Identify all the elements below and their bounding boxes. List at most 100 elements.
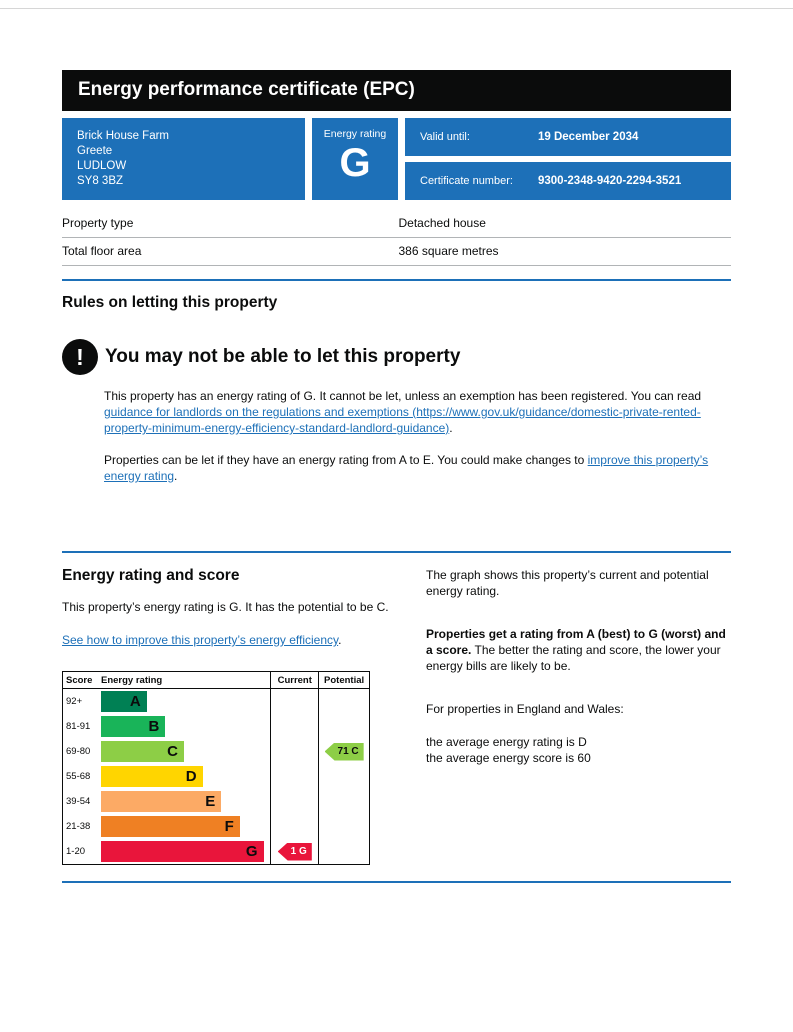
table-row: Property type Detached house [62, 210, 731, 238]
ratings-explainer-rest: The better the rating and score, the low… [426, 643, 721, 673]
england-wales-text: For properties in England and Wales: [426, 702, 624, 716]
chart-band-row-a: 92+ A [63, 689, 369, 714]
energy-rating-box: Energy rating G [312, 118, 398, 200]
page-title: Energy performance certificate (EPC) [62, 70, 731, 111]
floor-area-label: Total floor area [62, 244, 142, 258]
energy-rating-column-header: Energy rating [101, 674, 163, 686]
band-track: G [101, 839, 270, 864]
band-letter: D [185, 768, 197, 785]
potential-marker-cell [318, 789, 369, 814]
potential-marker-cell [318, 714, 369, 739]
band-bar-d: D [101, 766, 203, 787]
potential-marker-cell [318, 839, 369, 864]
band-score-label: 21-38 [66, 821, 91, 832]
energy-rating-value: G [339, 141, 371, 185]
band-letter: B [148, 718, 160, 735]
band-track: B [101, 714, 270, 739]
band-rating-cell: 1-20 G [63, 839, 270, 864]
band-rating-cell: 21-38 F [63, 814, 270, 839]
chart-band-row-f: 21-38 F [63, 814, 369, 839]
band-rating-cell: 55-68 D [63, 764, 270, 789]
chart-band-row-e: 39-54 E [63, 789, 369, 814]
average-score-text: the average energy score is 60 [426, 751, 591, 765]
warning-paragraph-text: . [449, 421, 453, 435]
band-score-label: 81-91 [66, 721, 91, 732]
chart-band-row-g: 1-20 G 1 G [63, 839, 369, 864]
address-line: Greete [77, 145, 113, 157]
landlord-guidance-link[interactable]: guidance for landlords on the regulation… [104, 405, 701, 435]
certificate-summary: Brick House Farm Greete LUDLOW SY8 3BZ E… [62, 118, 731, 200]
current-marker-cell [270, 739, 318, 764]
band-bar-g: G [101, 841, 264, 862]
improve-rating-link[interactable]: improve this property’s energy rating [104, 453, 709, 483]
warning-paragraph-text: This property has an energy rating of G.… [104, 389, 702, 403]
score-column-header: Score [66, 674, 93, 686]
warning-exclamation-icon: ! [62, 339, 98, 375]
current-marker-cell [270, 689, 318, 714]
valid-until-label: Valid until: [420, 131, 470, 143]
certificate-number-box: Certificate number: 9300-2348-9420-2294-… [405, 162, 731, 200]
ratings-explainer-bold: Properties get a rating from A (best) to… [426, 627, 726, 657]
chart-header-rating: Score Energy rating [63, 672, 270, 688]
property-type-label: Property type [62, 216, 134, 230]
band-score-label: 69-80 [66, 746, 91, 757]
current-marker-cell: 1 G [270, 839, 318, 864]
band-score-label: 92+ [66, 696, 83, 707]
band-rating-cell: 92+ A [63, 689, 270, 714]
band-bar-c: C [101, 741, 184, 762]
warning-paragraph-text: . [174, 469, 178, 483]
band-bar-e: E [101, 791, 222, 812]
letting-warning: ! You may not be able to let this proper… [62, 339, 731, 484]
address-line: Brick House Farm [77, 130, 170, 142]
rating-arrow-g: 1 G [277, 842, 312, 861]
rating-right-column: The graph shows this property’s current … [426, 567, 731, 865]
current-marker-cell [270, 764, 318, 789]
warning-paragraph: Properties can be let if they have an en… [104, 452, 729, 484]
chart-band-row-d: 55-68 D [63, 764, 369, 789]
band-letter: E [205, 793, 216, 810]
certificate-number-label: Certificate number: [420, 175, 513, 187]
chart-band-row-b: 81-91 B [63, 714, 369, 739]
property-type-value: Detached house [398, 216, 486, 230]
current-marker-cell [270, 814, 318, 839]
graph-explainer-text: The graph shows this property’s current … [426, 568, 709, 598]
potential-column-header: Potential [318, 672, 369, 688]
address-line: SY8 3BZ [77, 175, 124, 187]
band-letter: G [245, 843, 258, 860]
page-top-divider [0, 8, 793, 9]
chart-header-row: Score Energy rating Current Potential [63, 672, 369, 689]
valid-until-box: Valid until: 19 December 2034 [405, 118, 731, 156]
certificate-number-value: 9300-2348-9420-2294-3521 [538, 175, 682, 187]
band-score-label: 1-20 [66, 846, 86, 857]
band-bar-a: A [101, 691, 147, 712]
potential-marker-cell [318, 814, 369, 839]
property-address: Brick House Farm Greete LUDLOW SY8 3BZ [62, 118, 305, 200]
rating-section-heading: Energy rating and score [62, 567, 240, 584]
warning-body: This property has an energy rating of G.… [104, 388, 729, 484]
warning-paragraph: This property has an energy rating of G.… [104, 388, 729, 436]
epc-chart-rows: 92+ A 81-91 B 69-80 C 71 C 55-68 D 39-54 E 21-38 F 1-… [63, 689, 369, 864]
potential-marker-cell [318, 689, 369, 714]
improve-link-suffix: . [338, 633, 342, 647]
potential-marker-cell: 71 C [318, 739, 369, 764]
average-rating-text: the average energy rating is D [426, 735, 587, 749]
band-letter: F [224, 818, 234, 835]
rules-section-heading: Rules on letting this property [62, 294, 278, 311]
band-letter: A [129, 693, 141, 710]
band-score-label: 55-68 [66, 771, 91, 782]
band-rating-cell: 81-91 B [63, 714, 270, 739]
warning-header: ! You may not be able to let this proper… [62, 339, 731, 375]
energy-rating-label: Energy rating [323, 128, 387, 140]
rating-arrow-c: 71 C [324, 742, 364, 761]
band-rating-cell: 69-80 C [63, 739, 270, 764]
improve-efficiency-link[interactable]: See how to improve this property’s energ… [62, 633, 339, 647]
band-bar-b: B [101, 716, 166, 737]
band-score-label: 39-54 [66, 796, 91, 807]
table-row: Total floor area 386 square metres [62, 238, 731, 266]
band-track: D [101, 764, 270, 789]
bottom-divider [62, 881, 731, 883]
band-letter: C [167, 743, 178, 760]
energy-rating-section: Energy rating and score This property’s … [62, 567, 731, 865]
band-track: A [101, 689, 270, 714]
rating-intro-text: This property’s energy rating is G. It h… [62, 600, 389, 614]
